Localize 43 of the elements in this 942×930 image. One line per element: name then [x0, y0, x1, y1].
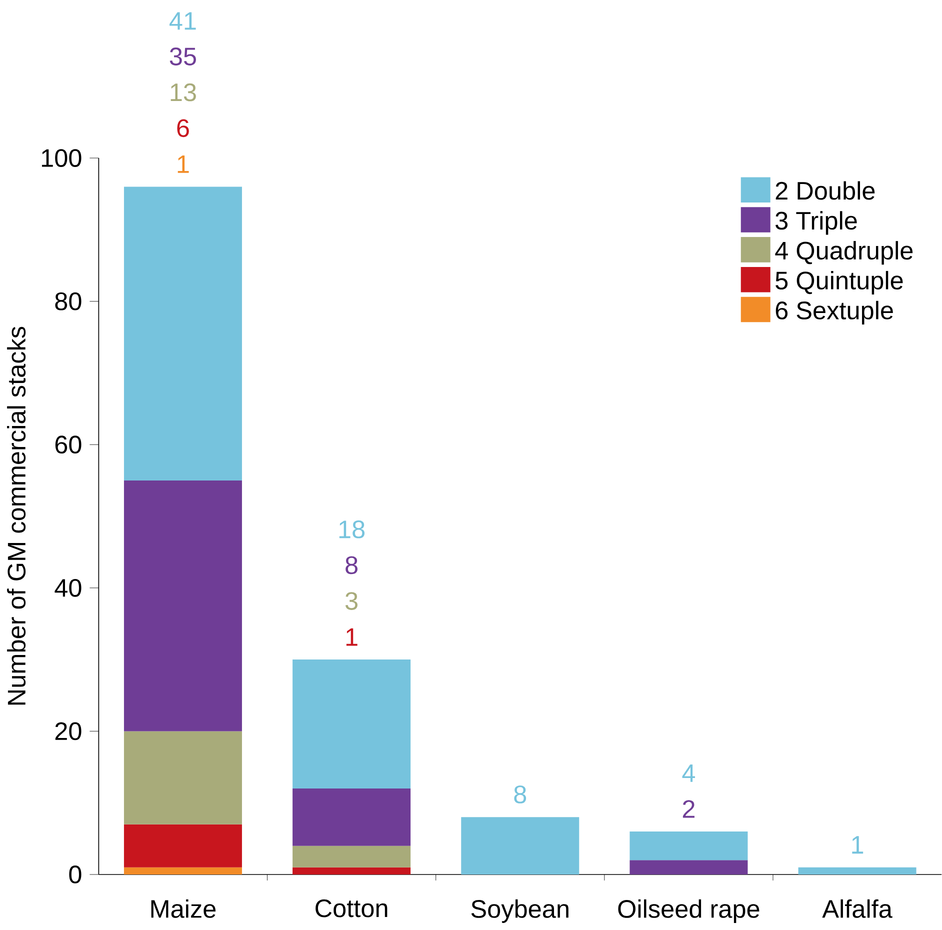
- x-tick-label: Oilseed rape: [618, 899, 760, 923]
- x-tick-label: Alfalfa: [822, 899, 892, 918]
- legend-label: 2 Double: [776, 181, 875, 200]
- bar: [124, 731, 242, 824]
- annotation: 1: [346, 628, 358, 646]
- bar: [630, 860, 748, 875]
- y-axis-title: Number of GM commercial stacks: [7, 326, 26, 705]
- y-tick-label: 20: [55, 722, 82, 740]
- bar: [292, 788, 411, 846]
- y-tick-label: 40: [54, 578, 82, 597]
- legend-label: 6 Sextuple: [776, 300, 893, 324]
- annotation: 4: [682, 764, 695, 782]
- legend-label: 4 Quadruple: [775, 241, 913, 265]
- y-tick-label: 80: [55, 292, 82, 310]
- annotation: 18: [339, 520, 365, 538]
- y-tick-label: 0: [69, 866, 82, 884]
- bar: [124, 824, 242, 868]
- bar: [292, 846, 411, 868]
- text: 13: [170, 83, 196, 102]
- bar: [292, 867, 411, 875]
- y-tick-label: 60: [55, 436, 82, 454]
- legend-label: 3 Triple: [776, 211, 857, 235]
- annotation: 2: [682, 800, 694, 818]
- bar: [292, 660, 411, 789]
- bar: [124, 867, 242, 875]
- bar: [124, 186, 242, 480]
- text: 35: [170, 48, 196, 66]
- bar: [461, 817, 580, 875]
- legend-label: 5 Quintuple: [776, 270, 903, 295]
- bar: [798, 867, 916, 875]
- y-tick-label: 100: [42, 149, 82, 167]
- bar: [630, 832, 748, 860]
- bar: [124, 480, 242, 732]
- annotation: 8: [514, 786, 526, 804]
- text: 41: [170, 12, 196, 30]
- annotation: 3: [345, 592, 358, 610]
- x-tick-label: Maize: [151, 899, 216, 918]
- x-tick-label: Cotton: [316, 899, 388, 918]
- x-tick-label: Soybean: [471, 899, 568, 923]
- annotation: 1: [178, 156, 189, 173]
- annotation: 8: [346, 556, 358, 574]
- annotation: 1: [852, 836, 864, 854]
- text: 6: [177, 119, 189, 138]
